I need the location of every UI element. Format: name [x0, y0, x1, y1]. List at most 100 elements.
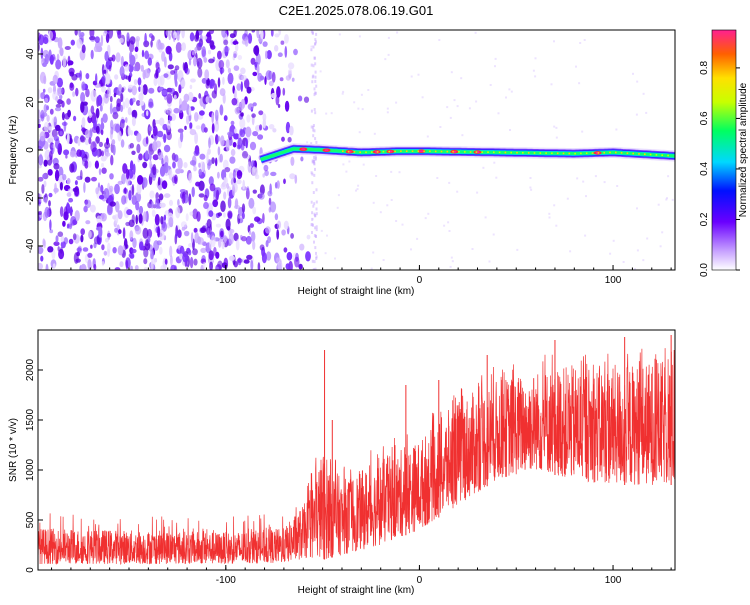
faint-speckle [325, 112, 328, 115]
noise-speckle [286, 251, 293, 261]
noise-speckle [170, 264, 177, 270]
noise-speckle [74, 30, 78, 36]
noise-speckle [202, 35, 208, 40]
noise-speckle [270, 30, 274, 37]
noise-speckle [90, 105, 95, 114]
noise-speckle [211, 157, 215, 165]
faint-streak [314, 167, 316, 171]
noise-speckle [102, 113, 108, 123]
noise-speckle [209, 40, 215, 48]
noise-speckle [135, 36, 141, 42]
noise-speckle [287, 136, 292, 143]
noise-speckle [72, 187, 79, 193]
noise-speckle [51, 129, 58, 138]
noise-speckle [276, 220, 282, 230]
noise-speckle [142, 84, 148, 96]
faint-speckle [555, 224, 558, 227]
noise-speckle [180, 130, 184, 143]
noise-speckle [93, 236, 101, 245]
noise-speckle [80, 92, 86, 104]
noise-speckle [169, 245, 173, 258]
x-tick-label: 0 [417, 575, 423, 586]
faint-streak [312, 204, 315, 208]
noise-speckle [193, 150, 200, 157]
noise-speckle [206, 151, 209, 164]
noise-speckle [299, 243, 305, 251]
noise-speckle [161, 51, 166, 62]
faint-streak [312, 268, 315, 270]
noise-speckle [100, 155, 107, 162]
noise-speckle [55, 124, 61, 131]
faint-speckle [493, 161, 496, 164]
faint-speckle [451, 260, 454, 263]
noise-speckle [51, 53, 56, 61]
noise-speckle [193, 227, 198, 233]
y-tick-label: 0 [25, 567, 36, 573]
signal-core [556, 152, 559, 155]
noise-speckle [217, 212, 222, 217]
noise-speckle [101, 86, 107, 93]
noise-speckle [134, 53, 138, 60]
y-tick-label: 1500 [25, 408, 36, 431]
signal-peak-core [301, 148, 306, 151]
faint-speckle [616, 185, 619, 187]
signal-core [347, 150, 350, 153]
noise-speckle [87, 160, 92, 168]
noise-speckle [55, 59, 62, 70]
noise-speckle [177, 199, 180, 206]
noise-speckle [67, 188, 74, 194]
signal-core [591, 152, 594, 154]
noise-speckle [104, 51, 110, 62]
noise-speckle [155, 62, 160, 70]
faint-speckle [529, 177, 532, 179]
noise-speckle [113, 92, 117, 98]
noise-speckle [53, 163, 60, 170]
noise-speckle [57, 37, 63, 49]
y-tick-label: 40 [25, 48, 36, 60]
faint-speckle [553, 125, 556, 128]
noise-speckle [84, 199, 92, 209]
faint-speckle [348, 160, 351, 163]
noise-speckle [103, 250, 108, 256]
faint-speckle [448, 230, 451, 232]
noise-speckle [287, 62, 295, 70]
faint-speckle [395, 101, 398, 104]
noise-speckle [47, 246, 54, 253]
signal-core [498, 151, 501, 154]
faint-streak [314, 158, 317, 162]
noise-speckle [249, 141, 257, 151]
faint-streak [311, 259, 314, 263]
colorbar-ticks: 0.0 0.2 0.4 0.6 0.8 [699, 61, 740, 277]
noise-speckle [42, 88, 46, 93]
noise-speckle [95, 226, 103, 231]
noise-speckle [197, 42, 203, 48]
noise-speckle [159, 202, 166, 208]
noise-speckle [168, 169, 173, 180]
signal-core [481, 151, 483, 153]
noise-speckle [152, 154, 159, 161]
noise-speckle [109, 128, 113, 140]
faint-speckle [582, 180, 585, 183]
noise-speckle [217, 135, 221, 142]
faint-speckle [319, 70, 322, 73]
noise-speckle [133, 66, 139, 72]
noise-speckle [174, 65, 180, 71]
faint-speckle [421, 96, 424, 99]
noise-speckle [219, 153, 223, 163]
noise-speckle [134, 46, 139, 53]
faint-speckle [474, 31, 477, 34]
noise-speckle [195, 125, 201, 130]
faint-speckle [471, 248, 474, 250]
signal-core [400, 150, 402, 152]
noise-speckle [247, 161, 252, 173]
noise-speckle [223, 235, 227, 244]
noise-speckle [52, 263, 56, 269]
noise-speckle [163, 144, 171, 153]
noise-speckle [49, 219, 52, 231]
colorbar-tick-label: 0.8 [699, 61, 710, 75]
faint-speckle [575, 65, 577, 68]
noise-speckle [181, 192, 186, 204]
noise-speckle [175, 168, 182, 174]
noise-speckle [74, 180, 78, 186]
faint-speckle [456, 190, 459, 193]
